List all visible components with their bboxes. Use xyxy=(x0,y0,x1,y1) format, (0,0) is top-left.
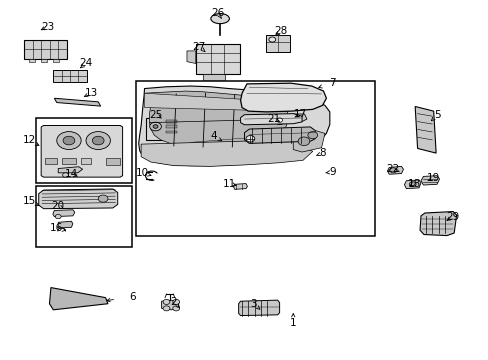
Circle shape xyxy=(86,132,110,149)
Text: 3: 3 xyxy=(249,299,256,309)
Circle shape xyxy=(149,122,161,131)
Polygon shape xyxy=(44,158,57,163)
Circle shape xyxy=(153,125,158,128)
Text: 19: 19 xyxy=(426,173,439,183)
Polygon shape xyxy=(189,132,251,151)
Polygon shape xyxy=(404,180,420,189)
Text: 15: 15 xyxy=(22,196,36,206)
Polygon shape xyxy=(244,127,315,143)
Text: 28: 28 xyxy=(274,26,287,36)
Bar xyxy=(29,59,35,62)
Polygon shape xyxy=(161,300,178,310)
Bar xyxy=(36,118,132,183)
Polygon shape xyxy=(58,167,82,173)
Polygon shape xyxy=(81,158,91,163)
Text: 10: 10 xyxy=(135,168,148,178)
Polygon shape xyxy=(414,107,435,153)
Circle shape xyxy=(273,116,285,125)
Polygon shape xyxy=(386,166,403,174)
Text: 12: 12 xyxy=(22,135,36,145)
Text: 6: 6 xyxy=(129,292,135,302)
Text: 24: 24 xyxy=(79,58,92,68)
Bar xyxy=(166,126,177,129)
Text: 4: 4 xyxy=(210,131,217,141)
Polygon shape xyxy=(58,221,73,228)
Polygon shape xyxy=(186,51,195,63)
Circle shape xyxy=(298,137,309,145)
Circle shape xyxy=(276,118,282,122)
Polygon shape xyxy=(141,140,312,166)
Bar xyxy=(53,59,59,62)
Text: 25: 25 xyxy=(149,110,162,120)
Circle shape xyxy=(245,135,254,142)
Circle shape xyxy=(408,182,415,187)
Circle shape xyxy=(98,195,108,202)
Ellipse shape xyxy=(210,14,229,24)
Polygon shape xyxy=(233,184,247,189)
Text: 8: 8 xyxy=(319,148,325,158)
Circle shape xyxy=(172,306,179,311)
Polygon shape xyxy=(293,130,325,152)
Polygon shape xyxy=(139,86,329,166)
Circle shape xyxy=(307,132,317,139)
Circle shape xyxy=(389,168,396,173)
Polygon shape xyxy=(419,212,456,235)
Bar xyxy=(166,121,177,123)
Polygon shape xyxy=(39,189,118,209)
Polygon shape xyxy=(41,126,122,177)
Text: 18: 18 xyxy=(407,179,420,189)
Polygon shape xyxy=(420,176,439,185)
Circle shape xyxy=(55,215,61,219)
Text: 14: 14 xyxy=(64,169,78,179)
Bar xyxy=(41,59,47,62)
Circle shape xyxy=(172,300,179,305)
Polygon shape xyxy=(53,210,75,217)
Text: 27: 27 xyxy=(192,42,205,51)
Polygon shape xyxy=(238,300,279,316)
Text: 7: 7 xyxy=(328,78,335,88)
Text: 21: 21 xyxy=(266,114,280,124)
Polygon shape xyxy=(105,158,120,165)
Polygon shape xyxy=(54,98,101,106)
Text: 2: 2 xyxy=(170,297,177,307)
Circle shape xyxy=(163,300,169,305)
Polygon shape xyxy=(144,91,288,147)
Circle shape xyxy=(62,173,68,177)
Circle shape xyxy=(92,136,104,145)
Circle shape xyxy=(163,306,169,311)
Circle shape xyxy=(268,37,275,42)
Bar xyxy=(136,81,374,235)
Text: 1: 1 xyxy=(289,319,296,328)
Polygon shape xyxy=(61,158,76,163)
Text: 5: 5 xyxy=(433,111,440,121)
Text: 11: 11 xyxy=(223,179,236,189)
Text: 9: 9 xyxy=(328,167,335,177)
Circle shape xyxy=(63,136,75,145)
Polygon shape xyxy=(53,69,86,82)
Polygon shape xyxy=(266,36,289,51)
Text: 20: 20 xyxy=(52,201,65,211)
Text: 13: 13 xyxy=(85,88,98,98)
Polygon shape xyxy=(144,93,288,111)
Text: 29: 29 xyxy=(445,212,458,221)
Polygon shape xyxy=(240,114,302,125)
Text: 16: 16 xyxy=(50,224,63,233)
Polygon shape xyxy=(292,114,306,122)
Text: 23: 23 xyxy=(41,22,55,32)
Polygon shape xyxy=(203,74,224,80)
Polygon shape xyxy=(24,40,67,59)
Polygon shape xyxy=(146,118,180,140)
Polygon shape xyxy=(49,288,108,310)
Polygon shape xyxy=(240,83,326,112)
Text: 17: 17 xyxy=(293,109,306,120)
Circle shape xyxy=(57,132,81,149)
Bar xyxy=(166,131,177,134)
Text: 26: 26 xyxy=(211,8,224,18)
Bar xyxy=(36,186,132,247)
Polygon shape xyxy=(195,44,239,74)
Text: 22: 22 xyxy=(386,164,399,174)
